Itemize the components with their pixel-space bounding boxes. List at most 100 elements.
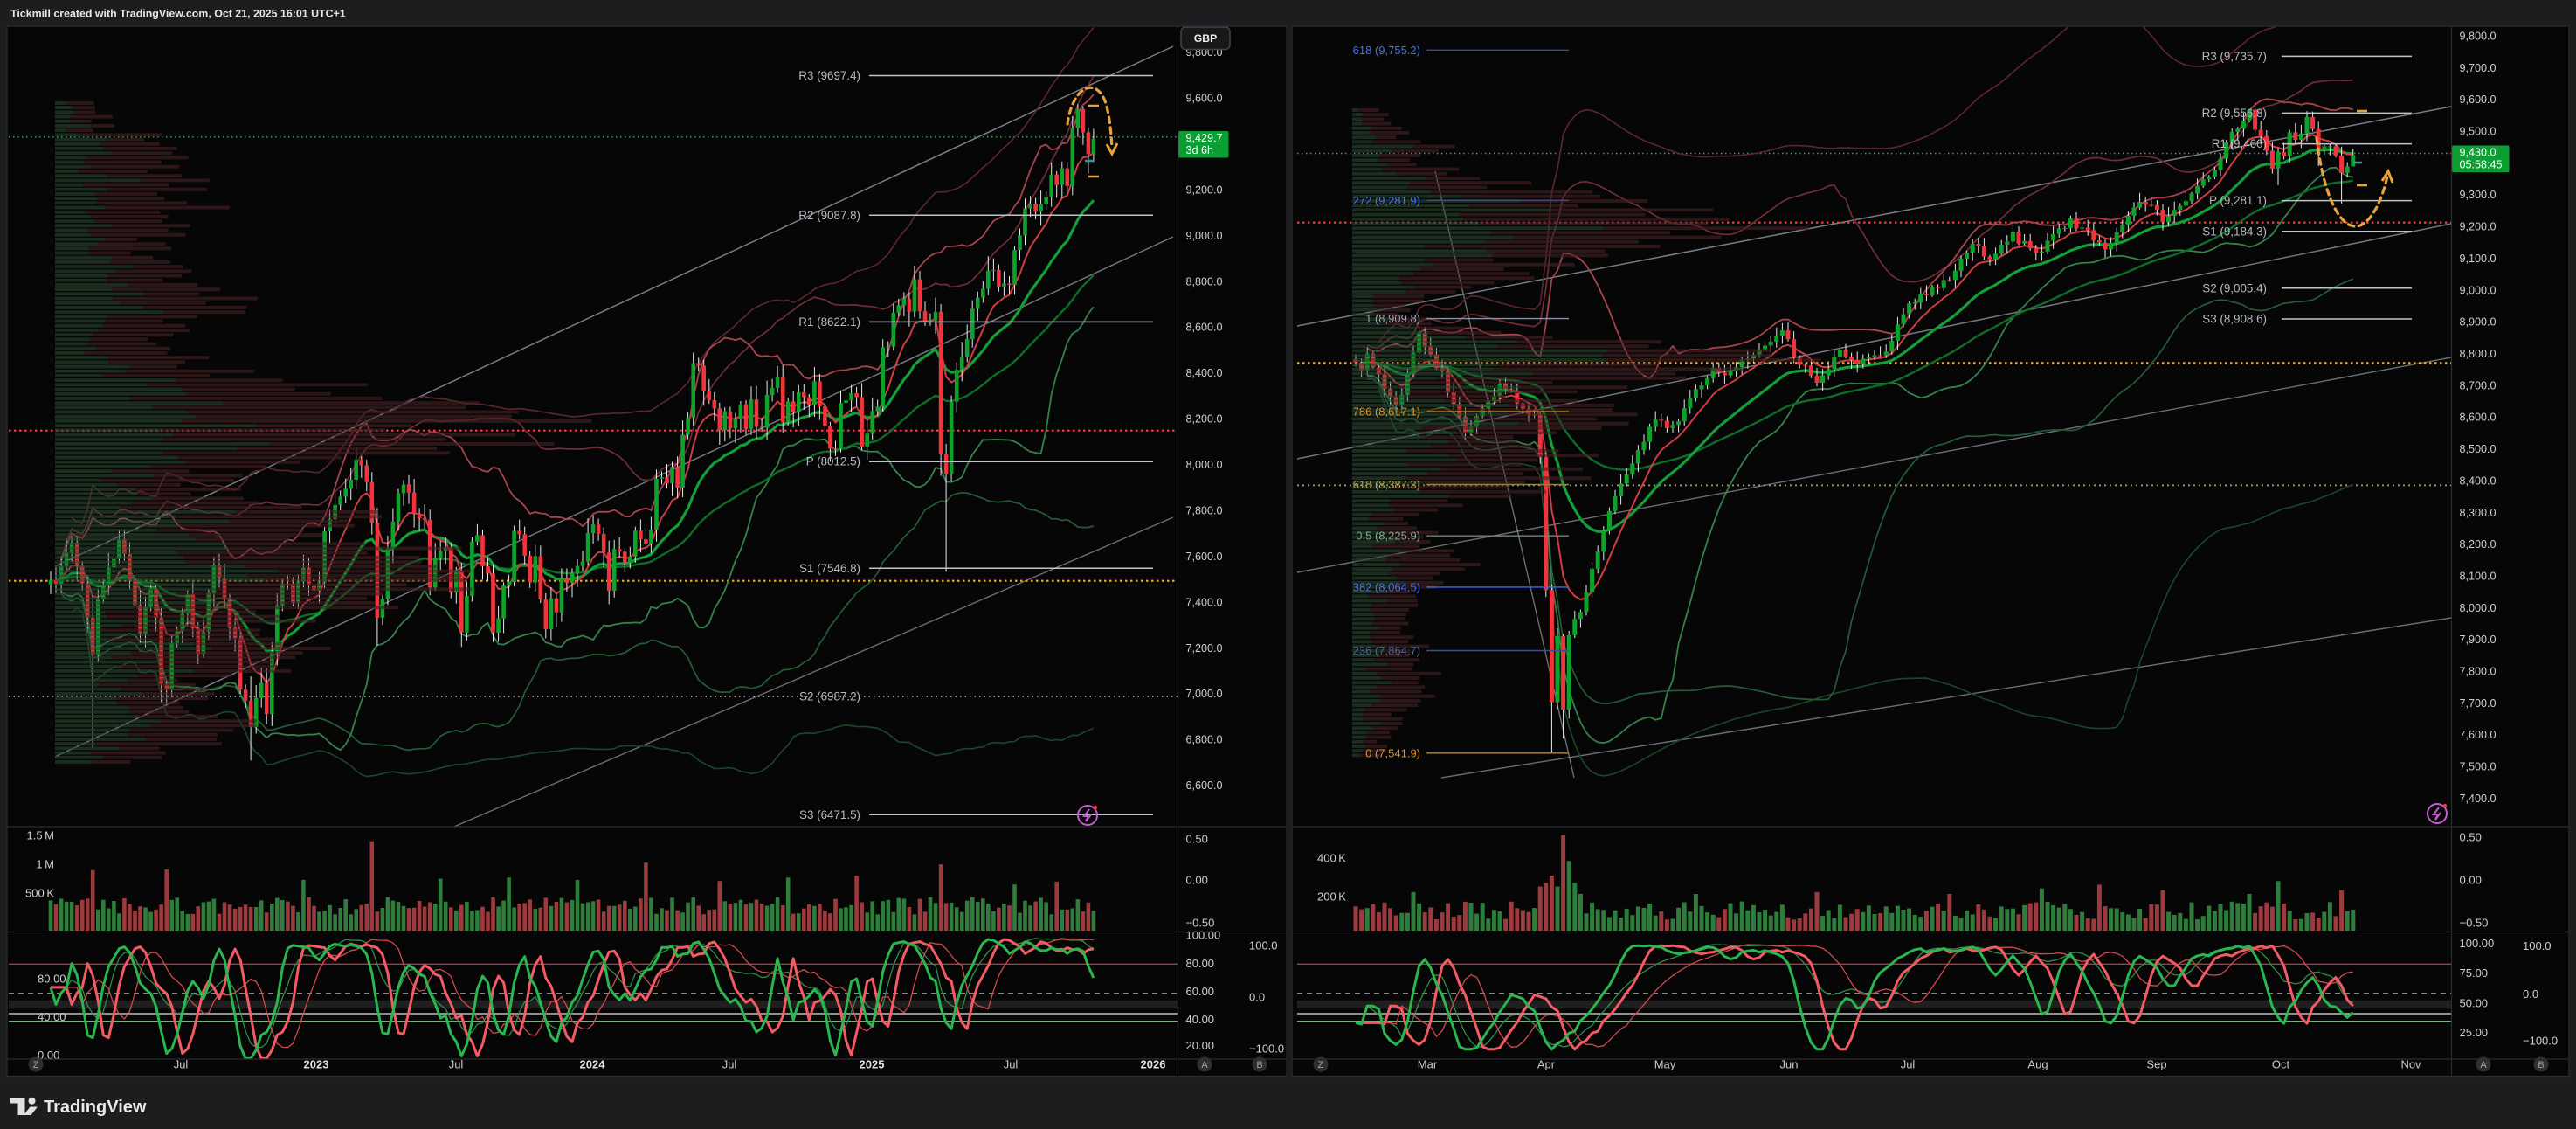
svg-text:9,600.0: 9,600.0 — [2460, 94, 2497, 106]
svg-text:786 (8,617.1): 786 (8,617.1) — [1353, 405, 1420, 419]
svg-text:0.50: 0.50 — [2460, 831, 2482, 844]
svg-text:8,700.0: 8,700.0 — [2460, 379, 2497, 391]
svg-text:80.00: 80.00 — [1186, 957, 1215, 970]
svg-text:0.00: 0.00 — [1186, 874, 1208, 887]
svg-text:Apr: Apr — [1537, 1058, 1556, 1071]
svg-text:Jul: Jul — [449, 1058, 464, 1071]
svg-text:Jul: Jul — [1004, 1058, 1019, 1071]
svg-text:0.5 (8,225.9): 0.5 (8,225.9) — [1356, 530, 1420, 543]
svg-text:8,600.0: 8,600.0 — [1186, 322, 1223, 334]
svg-text:05:58:45: 05:58:45 — [2460, 159, 2503, 171]
svg-text:8,500.0: 8,500.0 — [2460, 443, 2497, 455]
svg-text:−100.0: −100.0 — [2523, 1035, 2558, 1048]
svg-text:S2 (9,005.4): S2 (9,005.4) — [2202, 281, 2267, 294]
svg-text:9,600.0: 9,600.0 — [1186, 93, 1223, 105]
svg-text:R3 (9697.4): R3 (9697.4) — [798, 69, 860, 82]
svg-text:9,800.0: 9,800.0 — [2460, 31, 2497, 43]
svg-text:R2 (9087.8): R2 (9087.8) — [798, 209, 860, 222]
svg-text:0 (7,541.9): 0 (7,541.9) — [1365, 746, 1420, 759]
svg-text:50.00: 50.00 — [2460, 996, 2489, 1009]
svg-text:−0.50: −0.50 — [2460, 917, 2489, 930]
svg-text:2026: 2026 — [1141, 1058, 1166, 1071]
svg-text:P (9,281.1): P (9,281.1) — [2209, 194, 2267, 207]
svg-text:500 K: 500 K — [25, 887, 54, 900]
svg-text:40.00: 40.00 — [38, 1010, 66, 1023]
svg-text:0.0: 0.0 — [1249, 990, 1265, 1003]
svg-text:1.5 M: 1.5 M — [26, 829, 54, 842]
svg-text:8,300.0: 8,300.0 — [2460, 507, 2497, 519]
svg-text:Jul: Jul — [722, 1058, 737, 1071]
svg-text:S3 (6471.5): S3 (6471.5) — [799, 808, 860, 821]
svg-text:8,100.0: 8,100.0 — [2460, 570, 2497, 582]
svg-text:B: B — [1256, 1060, 1262, 1070]
svg-text:R3 (9,735.7): R3 (9,735.7) — [2202, 50, 2267, 63]
svg-text:100.0: 100.0 — [2523, 939, 2552, 952]
svg-text:3d 6h: 3d 6h — [1186, 144, 1214, 156]
svg-text:272 (9,281.9): 272 (9,281.9) — [1353, 194, 1420, 207]
svg-text:236 (7,864.7): 236 (7,864.7) — [1353, 644, 1420, 657]
svg-text:9,500.0: 9,500.0 — [2460, 126, 2497, 138]
svg-text:7,500.0: 7,500.0 — [2460, 761, 2497, 773]
svg-text:TradingView: TradingView — [44, 1098, 147, 1117]
svg-text:8,600.0: 8,600.0 — [2460, 412, 2497, 424]
svg-text:S1 (7546.8): S1 (7546.8) — [799, 562, 860, 575]
svg-text:R2 (9,556.8): R2 (9,556.8) — [2202, 107, 2267, 120]
svg-text:S2 (6987.2): S2 (6987.2) — [799, 690, 860, 703]
svg-text:8,800.0: 8,800.0 — [2460, 348, 2497, 360]
svg-text:40.00: 40.00 — [1186, 1013, 1215, 1026]
svg-text:9,429.7: 9,429.7 — [1186, 132, 1223, 144]
svg-text:Jul: Jul — [174, 1058, 189, 1071]
svg-text:618 (8,387.3): 618 (8,387.3) — [1353, 478, 1420, 491]
svg-text:7,000.0: 7,000.0 — [1186, 688, 1223, 700]
svg-text:7,200.0: 7,200.0 — [1186, 642, 1223, 655]
svg-text:20.00: 20.00 — [1186, 1039, 1215, 1052]
svg-text:1 M: 1 M — [36, 858, 54, 871]
svg-text:Z: Z — [1318, 1060, 1324, 1070]
svg-text:7,600.0: 7,600.0 — [1186, 551, 1223, 563]
svg-text:1 (8,909.8): 1 (8,909.8) — [1365, 312, 1420, 325]
svg-text:0.0: 0.0 — [2523, 987, 2538, 1001]
svg-text:7,900.0: 7,900.0 — [2460, 634, 2497, 646]
svg-text:8,400.0: 8,400.0 — [2460, 474, 2497, 487]
svg-text:−100.0: −100.0 — [1249, 1042, 1284, 1055]
svg-text:7,600.0: 7,600.0 — [2460, 729, 2497, 741]
svg-text:8,000.0: 8,000.0 — [1186, 459, 1223, 471]
svg-text:7,700.0: 7,700.0 — [2460, 697, 2497, 710]
svg-text:7,800.0: 7,800.0 — [1186, 505, 1223, 517]
svg-text:May: May — [1654, 1058, 1676, 1071]
svg-text:Jun: Jun — [1780, 1058, 1799, 1071]
svg-text:Aug: Aug — [2027, 1058, 2048, 1071]
svg-text:0.00: 0.00 — [2460, 874, 2482, 887]
svg-text:Oct: Oct — [2272, 1058, 2290, 1071]
svg-text:6,800.0: 6,800.0 — [1186, 734, 1223, 746]
svg-text:9,200.0: 9,200.0 — [1186, 184, 1223, 196]
svg-text:6,600.0: 6,600.0 — [1186, 779, 1223, 792]
svg-text:A: A — [1201, 1060, 1208, 1070]
svg-text:GBP: GBP — [1194, 32, 1217, 45]
svg-text:Nov: Nov — [2400, 1058, 2421, 1071]
svg-text:S3 (8,908.6): S3 (8,908.6) — [2202, 313, 2267, 326]
svg-text:9,700.0: 9,700.0 — [2460, 62, 2497, 74]
svg-text:8,000.0: 8,000.0 — [2460, 602, 2497, 614]
svg-text:7,400.0: 7,400.0 — [2460, 793, 2497, 805]
svg-text:Jul: Jul — [1901, 1058, 1916, 1071]
svg-text:8,200.0: 8,200.0 — [2460, 538, 2497, 551]
svg-text:25.00: 25.00 — [2460, 1026, 2489, 1039]
svg-text:9,300.0: 9,300.0 — [2460, 189, 2497, 201]
svg-text:8,800.0: 8,800.0 — [1186, 275, 1223, 287]
svg-text:9,430.0: 9,430.0 — [2460, 147, 2497, 159]
svg-text:382 (8,064.5): 382 (8,064.5) — [1353, 580, 1420, 593]
svg-text:9,000.0: 9,000.0 — [2460, 284, 2497, 296]
svg-text:2024: 2024 — [580, 1058, 606, 1071]
svg-text:2023: 2023 — [304, 1058, 329, 1071]
svg-text:8,900.0: 8,900.0 — [2460, 316, 2497, 329]
svg-text:9,200.0: 9,200.0 — [2460, 221, 2497, 233]
svg-text:9,000.0: 9,000.0 — [1186, 230, 1223, 242]
svg-text:2025: 2025 — [860, 1058, 885, 1071]
svg-text:100.0: 100.0 — [1249, 939, 1278, 952]
svg-text:8,200.0: 8,200.0 — [1186, 413, 1223, 426]
svg-text:Mar: Mar — [1418, 1058, 1438, 1071]
svg-text:0.00: 0.00 — [38, 1049, 59, 1062]
svg-text:Sep: Sep — [2146, 1058, 2166, 1071]
svg-text:S1 (9,184.3): S1 (9,184.3) — [2202, 225, 2267, 238]
